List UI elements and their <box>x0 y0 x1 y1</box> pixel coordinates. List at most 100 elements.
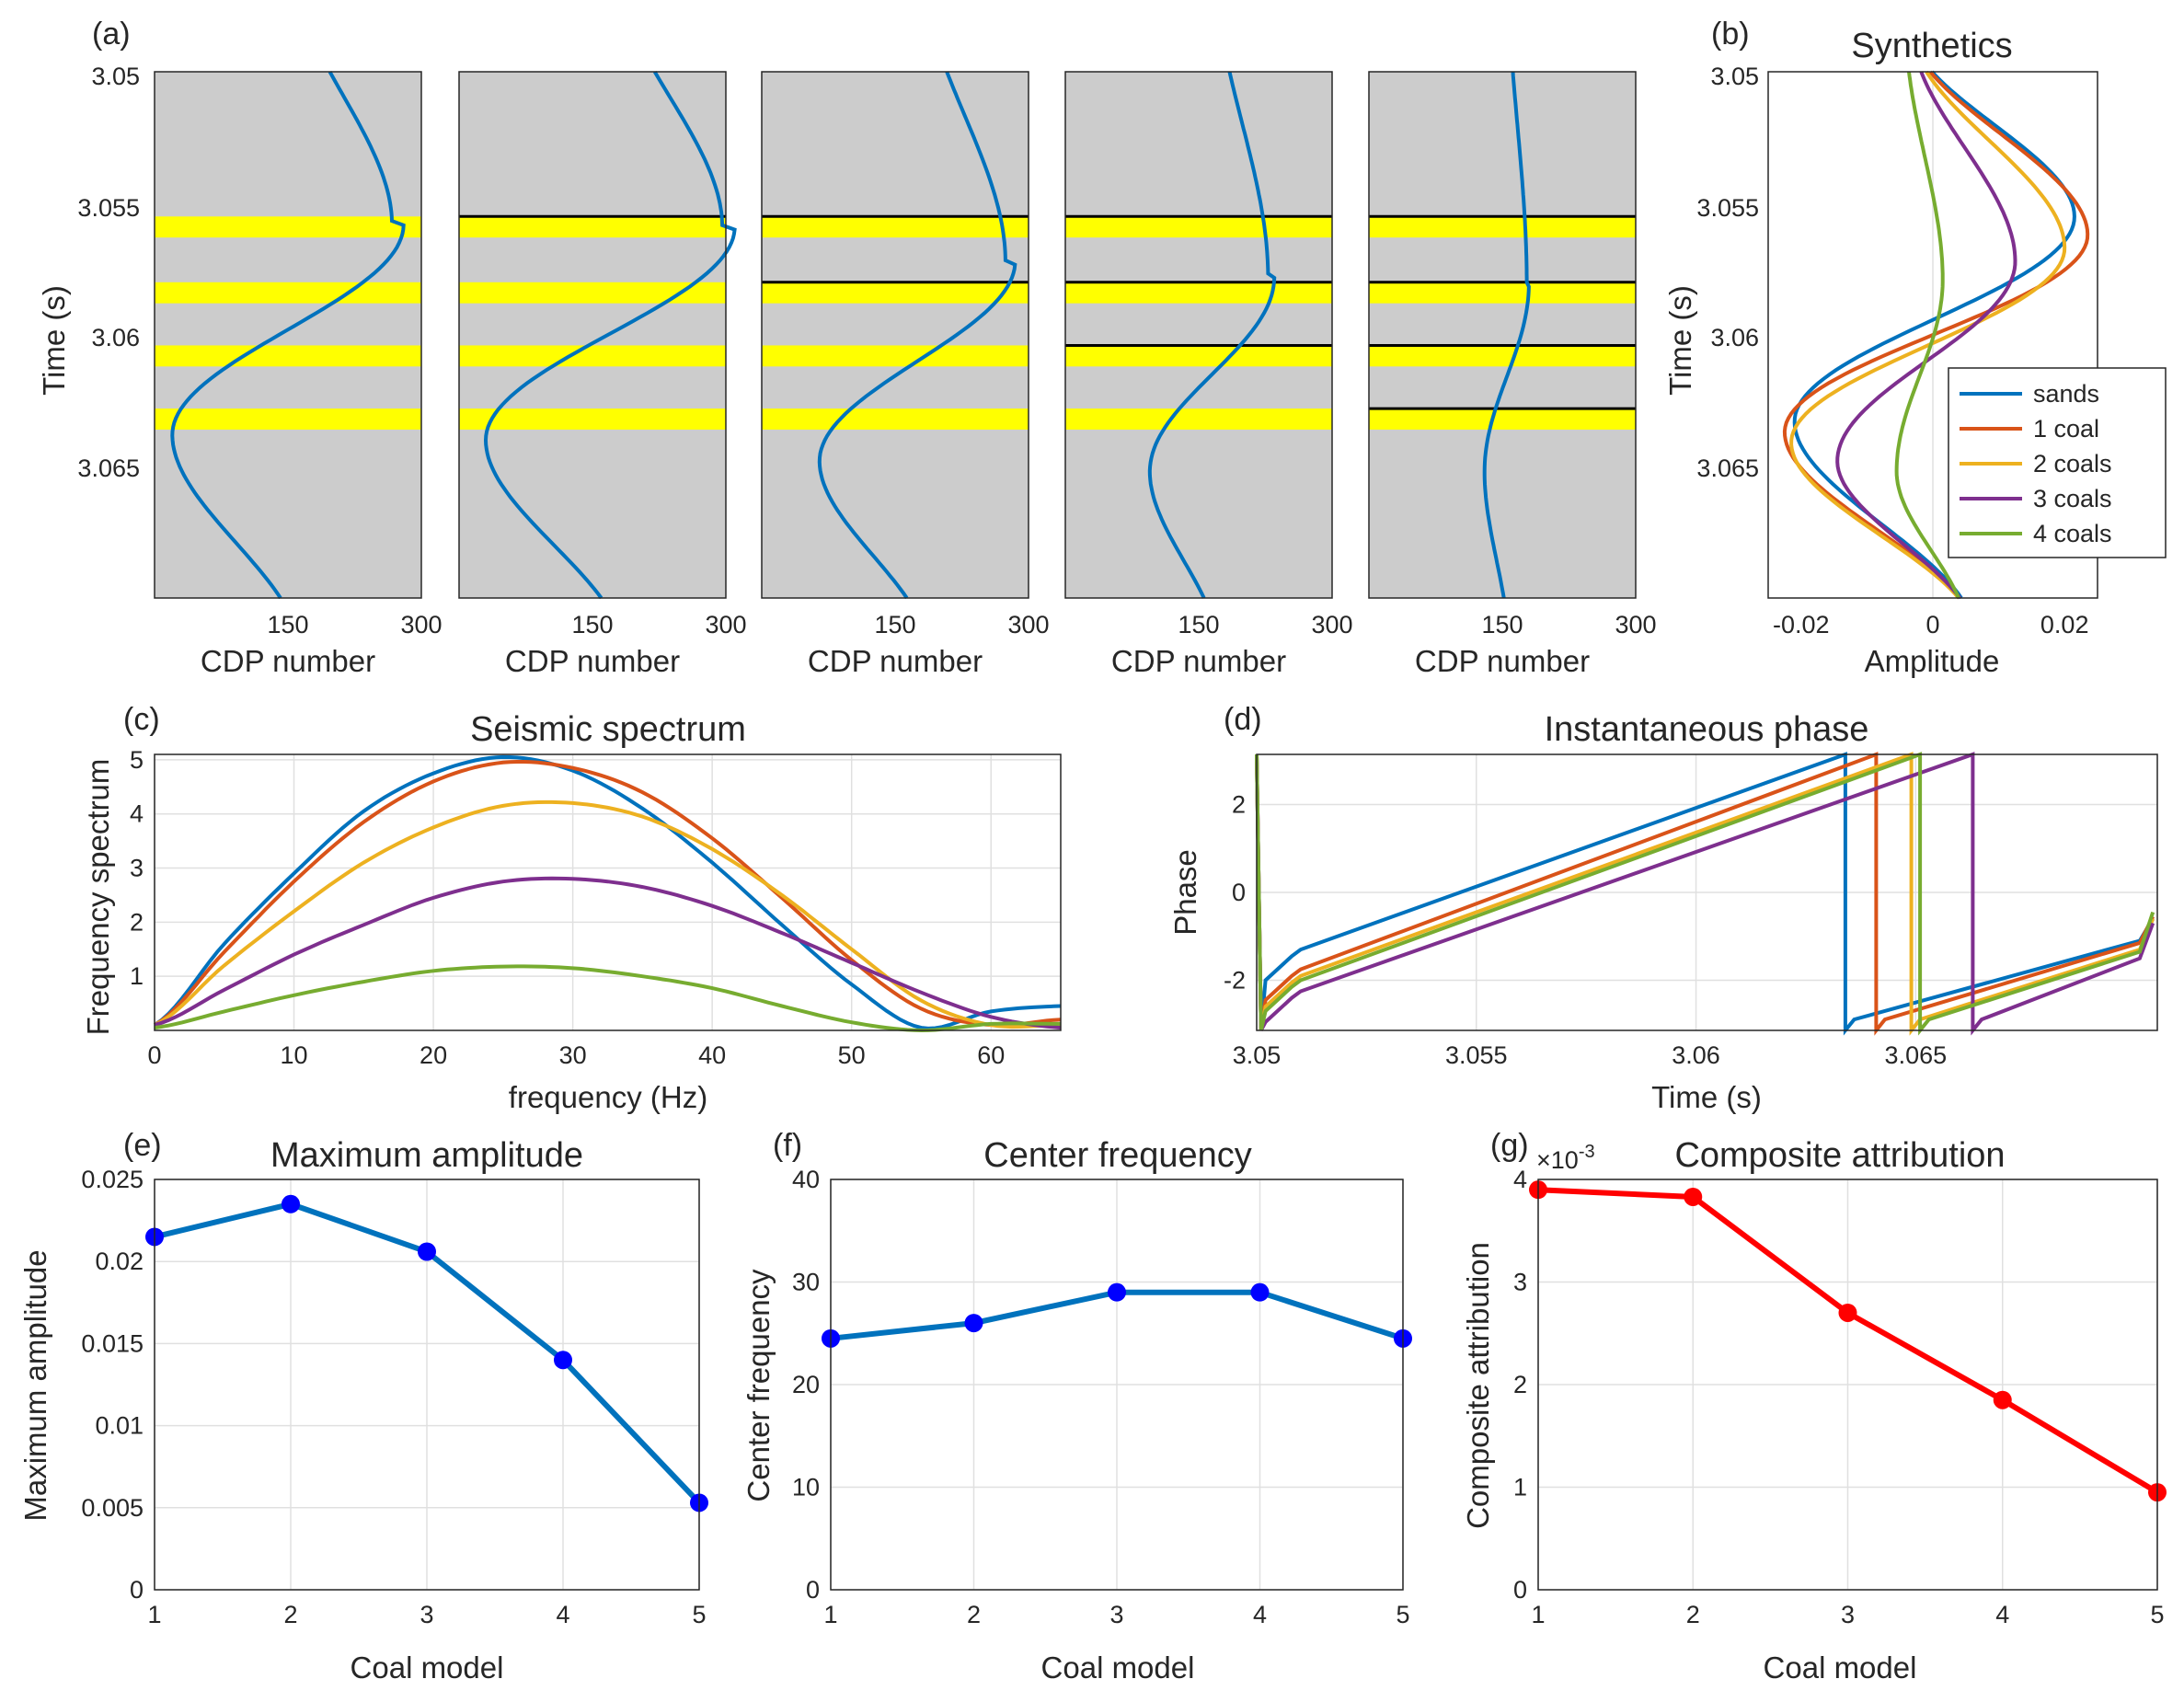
panel-b-ytick-4: 3.065 <box>1696 454 1759 482</box>
synthetic-trace-3 <box>1789 70 2067 600</box>
cdp-panel-4: 150 300 CDP number <box>1064 71 1353 678</box>
cdp-panel-background <box>1065 72 1332 598</box>
panel-b-ylabel: Time (s) <box>1663 285 1697 396</box>
spectrum-curve-4 <box>154 876 1062 1030</box>
panel-b-title: Synthetics <box>1851 27 2012 65</box>
synthetics-xtick: -0.02 <box>1773 611 1830 638</box>
cdp-panel-background <box>762 72 1029 598</box>
panel-a-ytick-1: 3.05 <box>91 63 140 90</box>
f-axis-xtick: 3 <box>1109 1601 1123 1628</box>
e-axis-ytick: 0.005 <box>81 1494 144 1522</box>
panel-g: (g) ×10-3 Composite attribution Composit… <box>1461 1128 2167 1685</box>
e-axis-xtick: 3 <box>420 1601 433 1628</box>
g-axis-ytick: 1 <box>1513 1474 1527 1501</box>
e-frame <box>154 1179 700 1591</box>
panel-f-label: (f) <box>773 1128 802 1163</box>
cdp-xlabel: CDP number <box>1111 644 1286 678</box>
cdp-panel-frame <box>1368 71 1637 599</box>
phase-xtick: 3.065 <box>1885 1041 1948 1069</box>
spectrum-frame <box>154 753 1062 1031</box>
panel-e-xlabel: Coal model <box>351 1650 504 1685</box>
cdp-xtick: 300 <box>705 611 746 638</box>
panel-g-ylabel: Composite attribution <box>1461 1242 1495 1529</box>
phase-frame <box>1256 753 2158 1031</box>
coal-layer-2 <box>155 282 421 304</box>
panel-b-ytick-3: 3.06 <box>1710 324 1759 351</box>
synthetics-xtick: 0 <box>1925 611 1939 638</box>
coal-layer-3 <box>1369 345 1636 367</box>
cdp-panel-frame <box>154 71 422 599</box>
spectrum-ytick: 5 <box>130 746 144 774</box>
g-axis-xtick: 3 <box>1841 1601 1855 1628</box>
cdp-panel-frame <box>1064 71 1333 599</box>
panel-d-ylabel: Phase <box>1168 849 1202 936</box>
seismic-trace <box>483 70 737 600</box>
panel-a-ytick-4: 3.065 <box>77 454 140 482</box>
synthetic-trace-5 <box>1894 71 1960 599</box>
f-axis-ytick: 30 <box>792 1269 820 1296</box>
cdp-xlabel: CDP number <box>201 644 375 678</box>
coal-layer-1 <box>1065 216 1332 238</box>
panel-g-title: Composite attribution <box>1674 1136 2005 1175</box>
coal-layer-4 <box>459 408 726 430</box>
g-axis-ytick: 2 <box>1513 1371 1527 1398</box>
seismic-trace <box>817 71 1017 600</box>
g-axis-xtick: 2 <box>1686 1601 1700 1628</box>
center-frequency-plot: 1 2 3 4 5 0 10 20 30 40 <box>792 1166 1412 1628</box>
panel-f-xlabel: Coal model <box>1041 1650 1195 1685</box>
cdp-panels: 150 300 CDP number 150 300 CDP number 150 300 CD… <box>154 70 1657 678</box>
g-point-4 <box>1993 1390 2012 1409</box>
e-axis-ytick: 0.025 <box>81 1166 144 1193</box>
panel-e: (e) Maximum amplitude Maximum amplitude … <box>18 1128 708 1685</box>
e-point-2 <box>282 1194 300 1213</box>
panel-d-xlabel: Time (s) <box>1651 1080 1762 1114</box>
legend-entry-3: 2 coals <box>2033 450 2112 477</box>
phase-xtick: 3.06 <box>1672 1041 1720 1069</box>
spectrum-xtick: 20 <box>420 1041 447 1069</box>
panel-g-xlabel: Coal model <box>1764 1650 1917 1685</box>
spectrum-xtick: 30 <box>559 1041 587 1069</box>
spectrum-curve-2 <box>153 760 1062 1028</box>
coal-layer-2 <box>1369 282 1636 304</box>
spectrum-ytick: 3 <box>130 855 144 882</box>
panel-g-exponent-power: -3 <box>1579 1142 1595 1162</box>
g-axis-ytick: 0 <box>1513 1576 1527 1604</box>
coal-layer-3 <box>1065 345 1332 367</box>
panel-d-label: (d) <box>1224 702 1262 737</box>
cdp-xtick: 300 <box>1007 611 1049 638</box>
coal-layer-4 <box>1369 408 1636 430</box>
panel-c: (c) Seismic spectrum Frequency spectrum … <box>81 702 1062 1114</box>
panel-f-ylabel: Center frequency <box>741 1269 776 1502</box>
cdp-xtick: 300 <box>1311 611 1352 638</box>
cdp-panel-background <box>155 72 421 598</box>
panel-b-yticks: 3.05 3.055 3.06 3.065 <box>1696 63 1759 482</box>
cdp-panel-frame <box>458 71 727 599</box>
panel-f: (f) Center frequency Center frequency Co… <box>741 1128 1412 1685</box>
spectrum-xtick: 40 <box>698 1041 726 1069</box>
spectrum-xtick: 10 <box>281 1041 308 1069</box>
cdp-panel-frame <box>761 71 1029 599</box>
phase-xtick: 3.055 <box>1445 1041 1508 1069</box>
spectrum-curve-3 <box>154 799 1062 1029</box>
panel-a-label: (a) <box>92 17 131 52</box>
cdp-xtick: 150 <box>267 611 308 638</box>
e-point-4 <box>554 1351 572 1370</box>
f-axis-ytick: 10 <box>792 1474 820 1501</box>
cdp-xtick: 150 <box>874 611 915 638</box>
f-point-3 <box>1108 1282 1126 1302</box>
seismic-trace <box>1147 71 1277 599</box>
f-axis-xtick: 5 <box>1396 1601 1409 1628</box>
e-point-3 <box>418 1242 436 1261</box>
cdp-panel-background <box>459 72 726 598</box>
spectrum-xtick: 50 <box>838 1041 866 1069</box>
cdp-xtick: 300 <box>1615 611 1656 638</box>
f-axis-xtick: 2 <box>967 1601 981 1628</box>
phase-ytick: -2 <box>1224 967 1246 995</box>
synthetic-trace-4 <box>1835 71 2017 600</box>
spectrum-xtick: 60 <box>977 1041 1005 1069</box>
cdp-xtick: 300 <box>400 611 442 638</box>
panel-e-title: Maximum amplitude <box>270 1136 583 1175</box>
spectrum-xtick: 0 <box>147 1041 161 1069</box>
synthetics-plot: -0.02 0 0.02 <box>1767 70 2098 638</box>
